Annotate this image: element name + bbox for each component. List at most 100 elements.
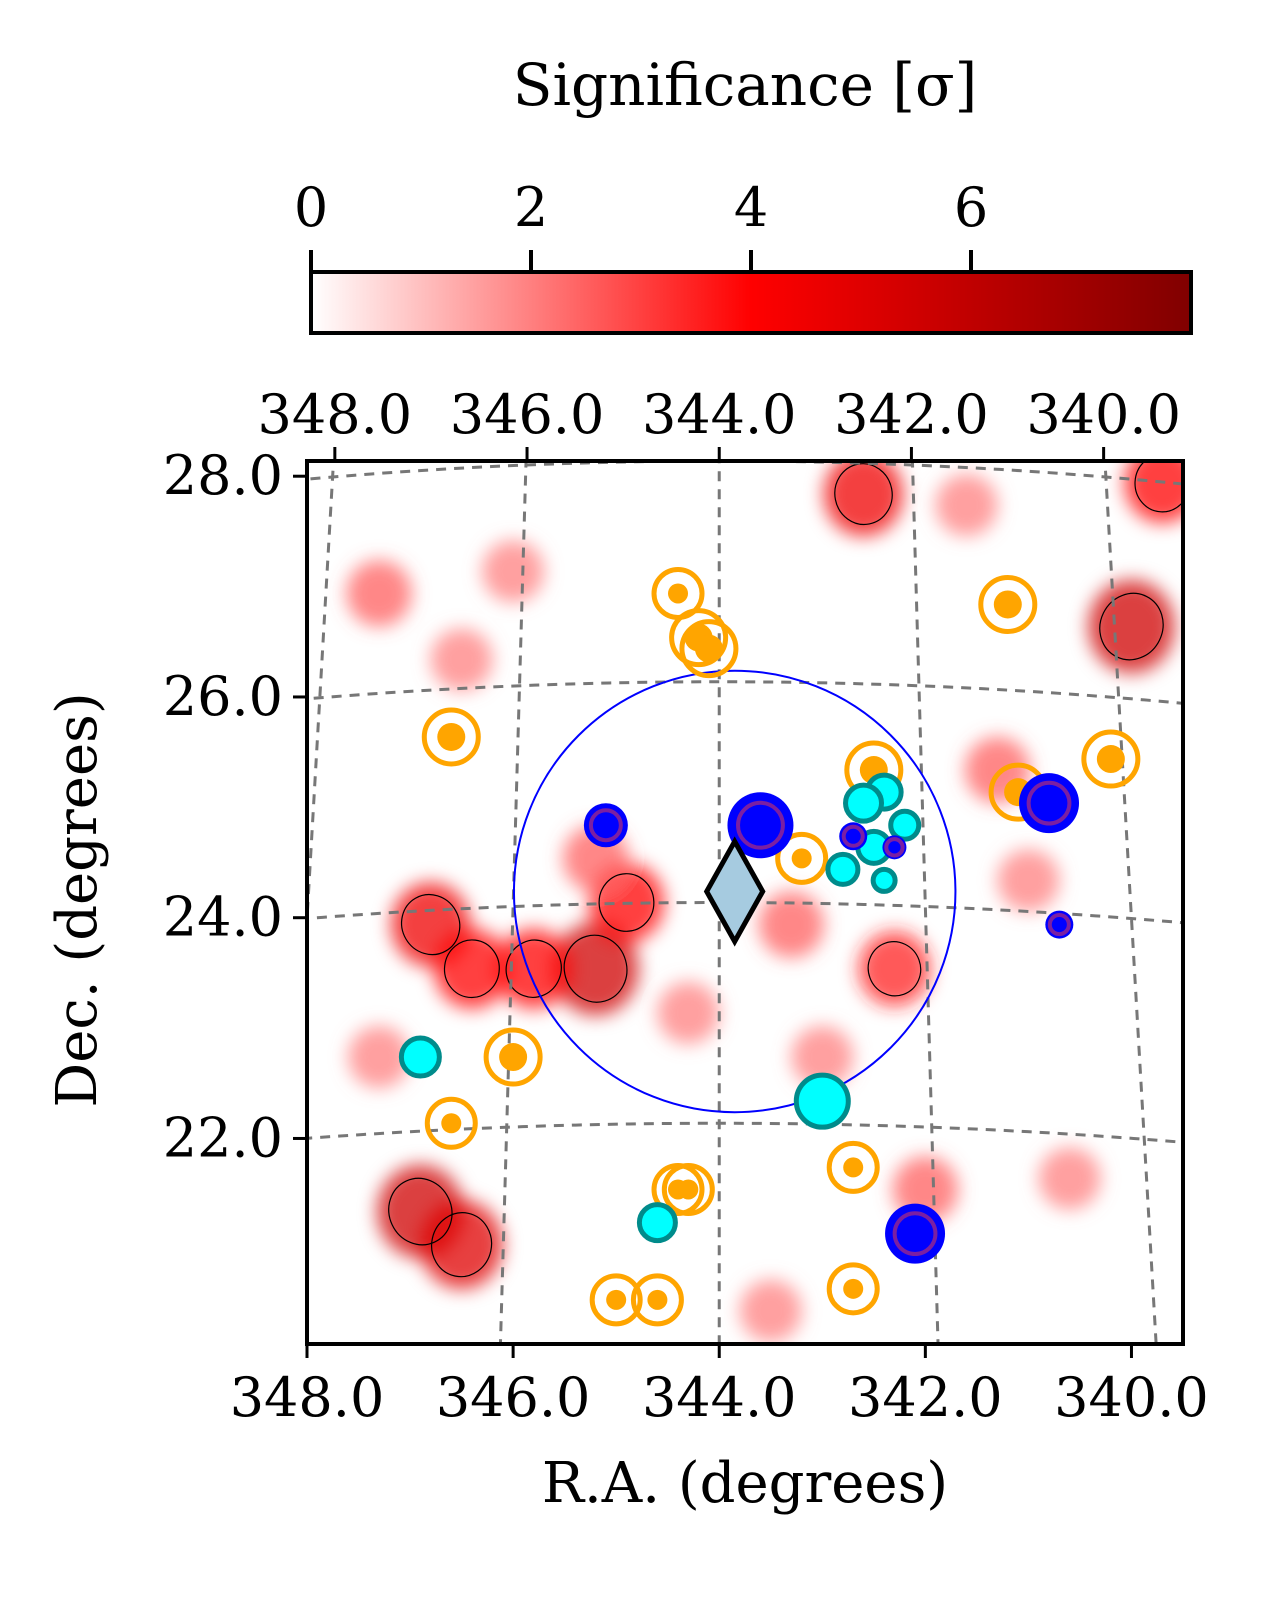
cyan-source-marker <box>636 1202 678 1244</box>
x-axis-label: R.A. (degrees) <box>542 1451 948 1516</box>
orange-source-dot <box>668 583 689 604</box>
colorbar-tick-label: 6 <box>954 176 988 239</box>
blue-source-ring <box>588 808 623 843</box>
colorbar-tick-label: 0 <box>294 176 328 239</box>
axis-ticks: 348.0 346.0 344.0 342.0 340.0 348.0 346.0 344.0… <box>163 383 1209 1429</box>
y-tick-label: 22.0 <box>163 1106 283 1169</box>
significance-blob <box>858 930 931 1007</box>
grid-line-ra <box>1103 461 1158 1344</box>
significance-blob <box>657 981 720 1044</box>
significance-blob <box>430 628 493 691</box>
orange-source-ring <box>826 1140 880 1194</box>
colorbar <box>309 270 1193 335</box>
orange-source-ring <box>1081 729 1141 789</box>
significance-blob <box>823 461 904 537</box>
blue-source-markers <box>583 773 1080 1264</box>
blue-source-ring <box>892 1211 938 1257</box>
significance-blob <box>935 474 998 537</box>
orange-source-dot <box>678 1179 699 1200</box>
orange-source-ring <box>421 707 481 767</box>
y-tick-label: 26.0 <box>163 665 283 728</box>
orange-source-dot <box>606 1289 627 1310</box>
colorbar-ticks: 0 2 4 6 <box>294 176 988 272</box>
top-x-tick-label: 340.0 <box>1026 383 1181 446</box>
orange-source-dot <box>843 1278 864 1299</box>
significance-blob <box>791 1026 854 1089</box>
significance-contour <box>400 893 461 956</box>
orange-source-dot <box>1096 745 1125 774</box>
significance-blob <box>482 540 545 603</box>
cyan-source-marker <box>825 851 861 887</box>
orange-source-dot <box>441 1113 462 1134</box>
colorbar-tick-label: 4 <box>734 176 768 239</box>
y-tick-label: 28.0 <box>163 444 283 507</box>
significance-contour <box>867 941 922 997</box>
grid-line-dec <box>307 680 1183 705</box>
orange-source-markers <box>421 566 1141 1327</box>
grid-line-ra <box>498 461 528 1344</box>
top-x-tick-label: 344.0 <box>642 383 797 446</box>
x-tick-label: 344.0 <box>642 1366 797 1429</box>
blue-source-ring <box>884 837 905 858</box>
orange-source-ring <box>826 1262 880 1316</box>
cyan-source-marker <box>843 782 885 824</box>
x-tick-label: 348.0 <box>230 1366 385 1429</box>
cyan-source-marker <box>398 1035 442 1079</box>
grid-line-dec <box>307 1121 1183 1144</box>
orange-source-dot <box>993 590 1022 619</box>
colorbar-tick-label: 2 <box>514 176 548 239</box>
orange-source-ring <box>978 574 1038 634</box>
significance-blob <box>1124 461 1183 524</box>
significance-contour <box>443 939 500 999</box>
significance-blob <box>495 928 572 1009</box>
orange-source-ring <box>661 1162 715 1216</box>
colorbar-label: Significance [σ] <box>513 51 978 119</box>
orange-source-ring <box>669 608 729 668</box>
y-tick-label: 24.0 <box>163 886 283 949</box>
blue-source-ring <box>736 800 785 850</box>
significance-blob <box>758 891 825 958</box>
cyan-source-markers <box>398 772 922 1244</box>
x-tick-label: 346.0 <box>436 1366 591 1429</box>
significance-contour <box>388 1177 453 1246</box>
significance-blob <box>346 560 412 627</box>
orange-source-dot <box>647 1289 668 1310</box>
top-x-tick-label: 342.0 <box>834 383 989 446</box>
cyan-source-marker <box>888 808 922 842</box>
orange-source-ring <box>775 831 829 885</box>
y-axis-label: Dec. (degrees) <box>45 692 110 1107</box>
orange-source-ring <box>630 1273 684 1327</box>
cyan-source-marker <box>793 1072 851 1130</box>
significance-contour <box>1134 461 1183 513</box>
region-circle <box>512 669 957 1114</box>
significance-blob <box>348 1026 411 1089</box>
significance-blob <box>420 1200 504 1290</box>
top-x-tick-label: 348.0 <box>258 383 413 446</box>
blue-source-ring <box>841 824 865 848</box>
significance-blob <box>739 1279 802 1342</box>
orange-source-ring <box>424 1096 478 1150</box>
significance-contour <box>431 1212 493 1278</box>
plot-frame <box>305 459 1185 1346</box>
significance-blob <box>997 849 1060 912</box>
top-x-tick-label: 346.0 <box>450 383 605 446</box>
grid-line-ra <box>307 461 336 945</box>
significance-contour <box>563 934 628 1003</box>
orange-source-ring <box>589 1273 643 1327</box>
blue-source-ring <box>1026 780 1072 826</box>
x-tick-label: 340.0 <box>1054 1366 1209 1429</box>
significance-contour <box>598 873 655 932</box>
significance-blob <box>1038 1147 1101 1210</box>
orange-source-dot <box>437 722 466 751</box>
orange-source-dot <box>694 634 723 663</box>
significance-contour <box>505 939 562 998</box>
center-diamond-marker <box>703 836 766 947</box>
orange-source-ring <box>483 1027 543 1087</box>
orange-source-dot <box>499 1043 528 1072</box>
blue-source-ring <box>1047 913 1071 937</box>
orange-source-dot <box>843 1157 864 1178</box>
x-tick-label: 342.0 <box>848 1366 1003 1429</box>
cyan-source-marker <box>870 866 898 894</box>
orange-source-dot <box>791 848 812 869</box>
